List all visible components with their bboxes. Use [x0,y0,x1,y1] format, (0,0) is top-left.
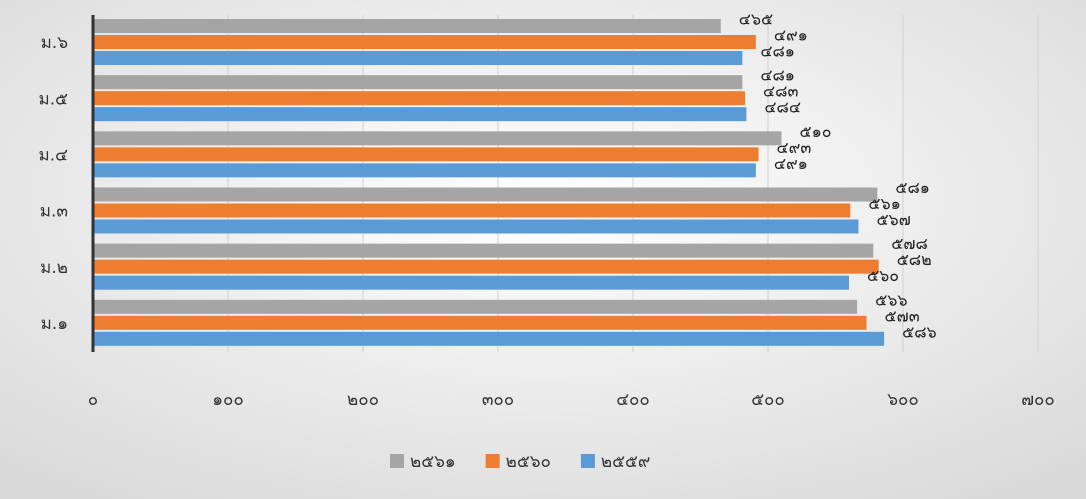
x-tick-label: ๕๐๐ [751,390,785,410]
value-label: ๔๙๑ [774,154,808,173]
x-tick-label: ๑๐๐ [212,390,244,410]
bar [93,19,721,33]
value-label: ๕๖๑ [868,194,900,213]
bar [93,91,746,106]
legend-swatch [390,454,404,468]
value-label: ๔๘๔ [764,98,801,117]
bar [93,299,858,314]
bar [93,187,878,202]
value-label: ๕๖๗ [876,210,910,229]
x-tick-label: ๔๐๐ [616,390,650,410]
value-label: ๕๘๒ [897,250,932,269]
value-label: ๔๘๓ [763,82,798,101]
x-tick-label: ๐ [88,390,98,410]
value-label: ๕๖๖ [875,290,907,309]
legend-swatch [485,454,500,468]
value-label: ๔๘๑ [760,66,795,85]
legend-label: ๒๕๖๑ [410,452,456,472]
value-label: ๔๘๑ [760,42,795,61]
bar [93,107,747,122]
x-tick-label: ๒๐๐ [347,390,379,410]
value-label: ๕๘๑ [895,178,930,197]
value-label: ๕๑๐ [800,122,832,141]
y-tick-label: ม.๔ [39,145,69,165]
legend-swatch [580,454,595,468]
legend-label: ๒๕๖๐ [506,452,551,472]
bar [93,203,851,218]
bar [93,219,859,234]
bar [93,259,879,274]
value-label: ๔๖๕ [739,10,773,29]
bar [93,75,743,90]
bar [93,35,756,49]
x-tick-label: ๗๐๐ [1021,390,1055,410]
bar [93,315,867,330]
value-label: ๕๗๓ [885,306,920,325]
legend-label: ๒๕๕๙ [601,452,650,472]
x-tick-label: ๓๐๐ [482,390,514,410]
value-label: ๔๙๓ [777,138,812,157]
bar [93,163,756,178]
y-tick-label: ม.๒ [40,258,68,278]
bar [93,131,782,146]
y-tick-label: ม.๓ [40,202,68,222]
value-label: ๕๖๐ [867,266,899,285]
y-tick-label: ม.๕ [39,89,69,109]
y-tick-label: ม.๑ [41,314,68,334]
bar [93,147,759,162]
value-label: ๕๘๖ [902,322,937,341]
bar [93,275,849,290]
bar [93,51,743,65]
value-label: ๕๗๘ [891,234,927,253]
x-tick-label: ๖๐๐ [887,390,919,410]
value-label: ๔๙๑ [774,26,808,45]
y-tick-label: ม.๖ [41,33,68,53]
bar [93,331,885,346]
bar [93,243,874,258]
